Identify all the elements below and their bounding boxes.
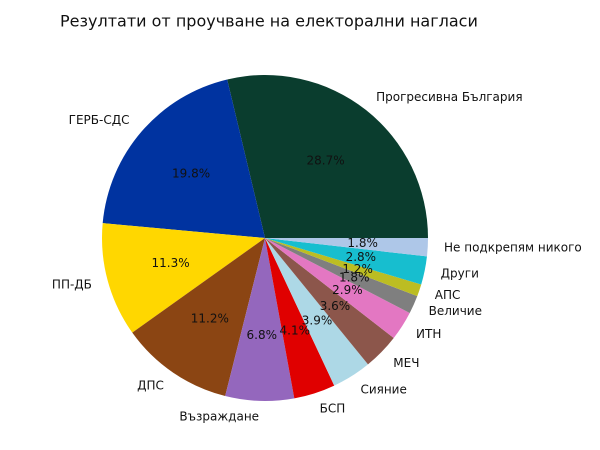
slice-label: АПС [435, 288, 461, 302]
pie-slice [265, 238, 394, 365]
value-label: 3.6% [320, 299, 351, 313]
pie-slice [265, 238, 410, 338]
slice-label: Прогресивна България [376, 90, 522, 104]
slice-label: Сияние [360, 382, 406, 396]
pie-slice [265, 238, 335, 399]
value-label: 19.8% [172, 166, 210, 180]
pie-slice [265, 238, 428, 257]
value-label: 2.9% [332, 283, 363, 297]
pie-slice [102, 223, 265, 333]
value-label: 28.7% [307, 154, 345, 168]
value-label: 4.1% [280, 324, 311, 338]
pie-slice [102, 79, 265, 238]
value-label: 2.8% [346, 250, 377, 264]
value-label: 1.2% [342, 262, 373, 276]
value-label: 6.8% [247, 328, 278, 342]
slice-label: Други [441, 266, 479, 280]
slice-label: БСП [320, 401, 346, 415]
pie-slice [265, 238, 418, 313]
value-label: 1.8% [339, 271, 370, 285]
pie-slice [265, 238, 368, 386]
slice-label: МЕЧ [393, 356, 419, 370]
slice-label: Възраждане [179, 410, 259, 424]
value-label: 11.2% [191, 311, 229, 325]
pie-slice [227, 75, 428, 238]
slice-label: ПП-ДБ [52, 277, 92, 291]
chart-title: Резултати от проучване на електорални на… [60, 12, 478, 31]
pie-slice [265, 238, 422, 297]
slice-label: Величие [429, 304, 482, 318]
pie-slice [225, 238, 295, 402]
pie-slice [132, 238, 265, 397]
value-label: 11.3% [152, 256, 190, 270]
slice-label: ИТН [416, 327, 441, 341]
slice-label: ДПС [137, 379, 164, 393]
value-label: 3.9% [302, 313, 333, 327]
slice-label: ГЕРБ-СДС [69, 113, 130, 127]
pie-slice [265, 238, 427, 285]
value-label: 1.8% [347, 236, 378, 250]
slice-label: Не подкрепям никого [444, 241, 582, 255]
